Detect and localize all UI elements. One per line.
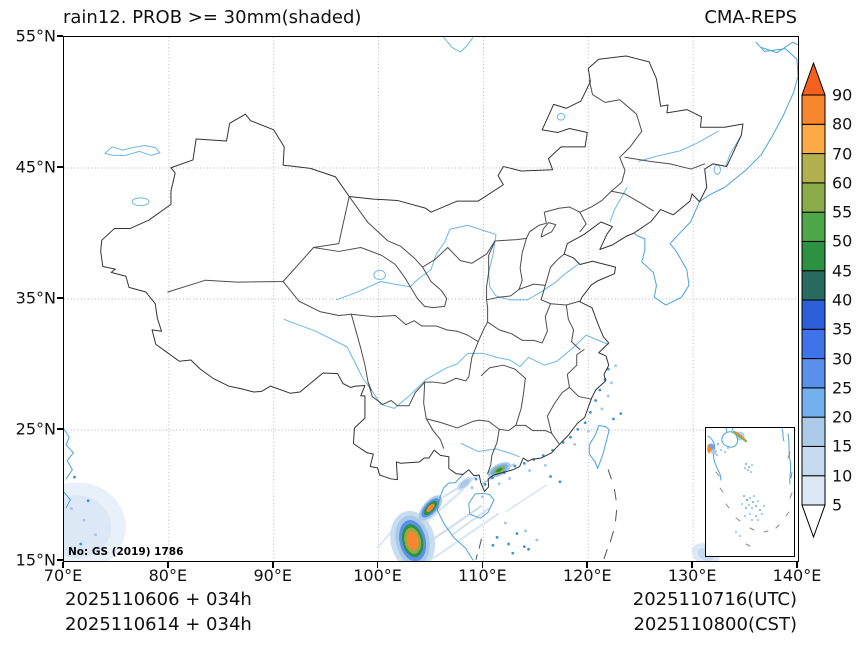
valid-time-cst: 2025110800(CST) — [633, 614, 797, 635]
y-tick — [57, 428, 63, 430]
y-tick-label: 15°N — [15, 550, 56, 570]
yangtze-river — [284, 319, 608, 408]
scs-dashed-boundary — [476, 470, 617, 560]
y-tick-label: 25°N — [15, 419, 56, 439]
gridline-layer — [64, 37, 798, 561]
colorbar-tick-label: 35 — [832, 319, 853, 339]
license-text: No: GS (2019) 1786 — [68, 546, 184, 558]
china-map — [64, 37, 798, 561]
pearl-river — [461, 444, 519, 457]
y-tick-label: 35°N — [15, 288, 56, 308]
x-tick — [167, 562, 169, 568]
colorbar-tick-label: 60 — [832, 173, 853, 193]
province-border-layer — [168, 80, 705, 474]
inset-taiwan-tip — [781, 428, 785, 442]
x-tick — [586, 562, 589, 568]
init-time-utc: 2025110606 + 034h — [65, 589, 252, 610]
liao-river — [610, 187, 627, 221]
init-time-cst: 2025110614 + 034h — [65, 614, 252, 635]
precipitation-shading-layer — [64, 364, 720, 561]
colorbar-tick-label: 70 — [832, 144, 853, 164]
y-tick-label: 55°N — [15, 26, 56, 46]
x-tick-label: 70°E — [43, 566, 83, 585]
ussuri-river — [726, 135, 742, 166]
colorbar-tick-label: 55 — [832, 202, 853, 222]
china-boundary — [101, 56, 743, 491]
inset-vietnam-coast — [707, 435, 722, 481]
y-tick — [57, 166, 63, 168]
map-plot-area: No: GS (2019) 1786 — [63, 36, 799, 562]
gujarat-coast-2 — [64, 492, 70, 508]
x-tick-label: 90°E — [253, 566, 292, 585]
hainan-island — [469, 493, 494, 518]
x-tick — [62, 562, 64, 568]
colorbar-tick-label: 10 — [832, 466, 853, 486]
inset-island-dots — [716, 443, 765, 537]
lake-balkhash — [105, 146, 160, 156]
coastline-layer — [64, 42, 798, 560]
songhua-river — [639, 131, 719, 161]
y-tick — [57, 35, 63, 37]
khanka-lake — [714, 165, 720, 174]
national-border-layer — [101, 56, 743, 491]
inset-leizhou — [725, 428, 734, 433]
yellow-river — [337, 225, 578, 300]
colorbar-tick-label: 45 — [832, 261, 853, 281]
model-name: CMA-REPS — [704, 7, 797, 28]
primorye-coast — [699, 42, 798, 202]
qinghai-lake — [374, 270, 386, 279]
y-tick — [57, 559, 63, 561]
colorbar-tick-label: 90 — [832, 85, 853, 105]
river-lake-layer — [105, 37, 741, 457]
gujarat-coast — [64, 429, 73, 479]
x-tick-label: 100°E — [353, 566, 402, 585]
x-tick — [376, 562, 379, 568]
colorbar-tick-label: 15 — [832, 436, 853, 456]
colorbar-tick-label: 30 — [832, 349, 853, 369]
inset-dashed-line — [715, 451, 793, 547]
x-tick-label: 80°E — [148, 566, 188, 585]
hulun-lake — [557, 113, 564, 120]
x-tick-label: 130°E — [667, 566, 717, 585]
south-china-sea-inset — [705, 427, 795, 557]
amur-mouth — [761, 42, 798, 52]
lake-baikal-fragment — [444, 37, 473, 52]
valid-time-utc: 2025110716(UTC) — [632, 589, 797, 610]
x-tick-label: 110°E — [458, 566, 507, 585]
colorbar-tick-label: 50 — [832, 231, 853, 251]
colorbar-tick-label: 5 — [832, 495, 843, 515]
taiwan-island — [589, 425, 609, 468]
colorbar — [801, 62, 826, 539]
x-tick-label: 140°E — [772, 566, 822, 585]
x-tick — [796, 562, 798, 568]
lake-issyk-kul — [132, 198, 149, 206]
y-tick — [57, 297, 63, 299]
x-tick — [691, 562, 693, 568]
x-tick — [271, 562, 274, 568]
inset-philippines-coast — [787, 433, 792, 485]
colorbar-tick-label: 25 — [832, 378, 853, 398]
colorbar-tick-label: 80 — [832, 114, 853, 134]
colorbar-tick-label: 20 — [832, 407, 853, 427]
x-tick-label: 120°E — [562, 566, 612, 585]
vietnam-coast — [437, 474, 473, 560]
figure-title: rain12. PROB >= 30mm(shaded) — [63, 7, 362, 28]
y-tick-label: 45°N — [15, 157, 56, 177]
x-tick — [481, 562, 484, 568]
korea-coast — [634, 202, 700, 305]
colorbar-tick-label: 40 — [832, 290, 853, 310]
